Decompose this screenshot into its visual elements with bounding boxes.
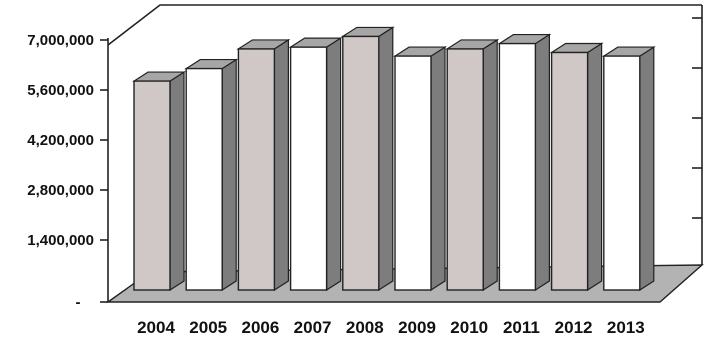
bar-front-face [498, 42, 537, 291]
bar-2011 [497, 33, 552, 292]
y-tick-label: 5,600,000 [27, 82, 94, 99]
bar-side-face [169, 70, 185, 292]
back-wall-top-edge [107, 4, 702, 46]
bar-side-face [586, 42, 603, 292]
bar-front-face [289, 46, 328, 291]
bar-front-face [133, 80, 171, 291]
x-tick-label: 2011 [503, 318, 540, 337]
bar-front-face [550, 51, 589, 291]
x-tick-label: 2012 [555, 318, 593, 337]
bar-side-face [534, 33, 551, 292]
bar-front-face [446, 48, 484, 291]
bar-2006 [236, 38, 291, 292]
x-tick-label: 2004 [137, 318, 175, 337]
bar-2008 [340, 26, 395, 292]
bar-side-face [430, 45, 446, 292]
bar-side-face [482, 38, 498, 292]
bar-2010 [445, 38, 500, 292]
x-tick-label: 2007 [294, 318, 332, 337]
bar-2009 [392, 45, 448, 292]
x-axis-labels: 2004 2005 2006 2007 2008 2009 2010 2011 2012 2013 [137, 318, 645, 337]
x-tick-label: 2013 [607, 318, 645, 337]
bar-side-face [273, 38, 289, 292]
bar-side-face [221, 58, 237, 292]
bar-2012 [549, 42, 604, 292]
x-tick-label: 2010 [450, 318, 488, 337]
bar-front-face [185, 67, 223, 291]
bar-side-face [639, 45, 655, 292]
bar-front-face [342, 35, 380, 291]
bar-2005 [184, 58, 239, 292]
bar-series [131, 26, 656, 292]
bar-side-face [326, 37, 342, 292]
x-tick-label: 2005 [189, 318, 227, 337]
x-tick-label: 2008 [346, 318, 384, 337]
y-tick-label: 1,400,000 [27, 232, 94, 249]
y-tick-label: 7,000,000 [27, 32, 94, 49]
y-axis: - 1,400,000 2,800,000 4,200,000 5,600,000 7,0… [27, 32, 108, 311]
y-tick-label: - [76, 294, 81, 311]
bar-2007 [288, 37, 343, 292]
bar-front-face [237, 48, 276, 291]
bar-2013 [601, 45, 656, 292]
y-tick-label: 2,800,000 [27, 182, 94, 199]
bar-front-face [394, 55, 432, 291]
bar-2004 [131, 70, 187, 292]
bar-front-face [603, 55, 641, 291]
bar-side-face [378, 26, 394, 292]
x-tick-label: 2009 [398, 318, 436, 337]
y-tick-label: 4,200,000 [27, 132, 94, 149]
chart-frame [107, 4, 703, 302]
x-tick-label: 2006 [241, 318, 279, 337]
